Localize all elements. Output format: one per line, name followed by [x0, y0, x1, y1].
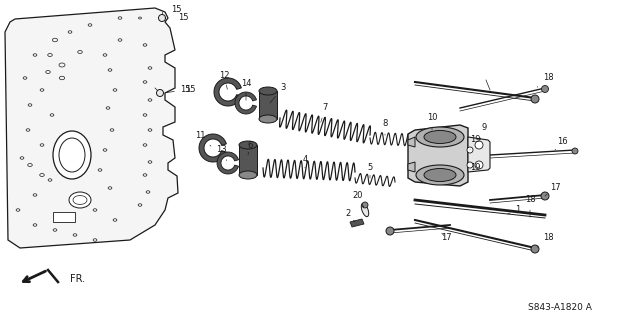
Text: 18: 18: [525, 196, 535, 217]
Text: 15: 15: [185, 85, 195, 94]
Text: 8: 8: [382, 120, 388, 135]
Ellipse shape: [259, 87, 277, 95]
Text: FR.: FR.: [70, 274, 85, 284]
Ellipse shape: [59, 138, 85, 172]
Circle shape: [467, 162, 473, 168]
Polygon shape: [214, 78, 241, 106]
Text: 15: 15: [166, 85, 190, 94]
Text: 1: 1: [508, 205, 520, 214]
Text: 17: 17: [545, 182, 560, 196]
Ellipse shape: [424, 168, 456, 182]
Text: 3: 3: [270, 84, 285, 103]
Text: 5: 5: [367, 164, 372, 178]
Ellipse shape: [424, 130, 456, 144]
Circle shape: [541, 85, 548, 93]
Ellipse shape: [53, 131, 91, 179]
Ellipse shape: [73, 196, 87, 204]
Circle shape: [386, 227, 394, 235]
Text: 18: 18: [537, 73, 554, 87]
Polygon shape: [408, 137, 415, 147]
Text: 2: 2: [346, 210, 355, 222]
Circle shape: [572, 148, 578, 154]
Polygon shape: [468, 137, 490, 172]
Text: 20: 20: [353, 190, 364, 207]
Ellipse shape: [239, 141, 257, 149]
Polygon shape: [217, 152, 239, 174]
Polygon shape: [235, 92, 257, 114]
Text: 9: 9: [480, 123, 486, 140]
Circle shape: [475, 161, 483, 169]
Polygon shape: [408, 125, 468, 186]
Circle shape: [541, 192, 549, 200]
Circle shape: [362, 202, 368, 208]
Polygon shape: [5, 8, 178, 248]
Ellipse shape: [69, 192, 91, 208]
Text: 17: 17: [441, 233, 451, 242]
Ellipse shape: [362, 203, 369, 217]
Polygon shape: [259, 91, 277, 119]
Circle shape: [531, 95, 539, 103]
Text: 18: 18: [537, 234, 554, 247]
Text: 19: 19: [470, 164, 480, 173]
Ellipse shape: [416, 165, 464, 185]
Text: 12: 12: [219, 70, 229, 89]
Circle shape: [467, 147, 473, 153]
Text: 19: 19: [470, 136, 480, 150]
Circle shape: [157, 90, 163, 97]
Text: 15: 15: [165, 5, 181, 18]
Polygon shape: [408, 162, 415, 172]
Text: 10: 10: [427, 114, 437, 130]
Text: 6: 6: [247, 140, 253, 155]
Text: 16: 16: [555, 137, 567, 150]
Text: 11: 11: [195, 131, 211, 146]
Text: 7: 7: [321, 103, 328, 122]
Bar: [53, 212, 75, 222]
Text: 13: 13: [216, 145, 227, 160]
Circle shape: [475, 141, 483, 149]
Circle shape: [531, 245, 539, 253]
Ellipse shape: [416, 127, 464, 147]
Polygon shape: [350, 219, 364, 227]
Text: S843-A1820 A: S843-A1820 A: [528, 303, 592, 313]
Ellipse shape: [239, 171, 257, 179]
Ellipse shape: [259, 115, 277, 123]
Circle shape: [159, 14, 166, 21]
Text: 14: 14: [241, 78, 252, 100]
Text: 4: 4: [302, 155, 308, 168]
Polygon shape: [199, 134, 227, 162]
Text: 15: 15: [178, 13, 188, 23]
Polygon shape: [239, 145, 257, 175]
